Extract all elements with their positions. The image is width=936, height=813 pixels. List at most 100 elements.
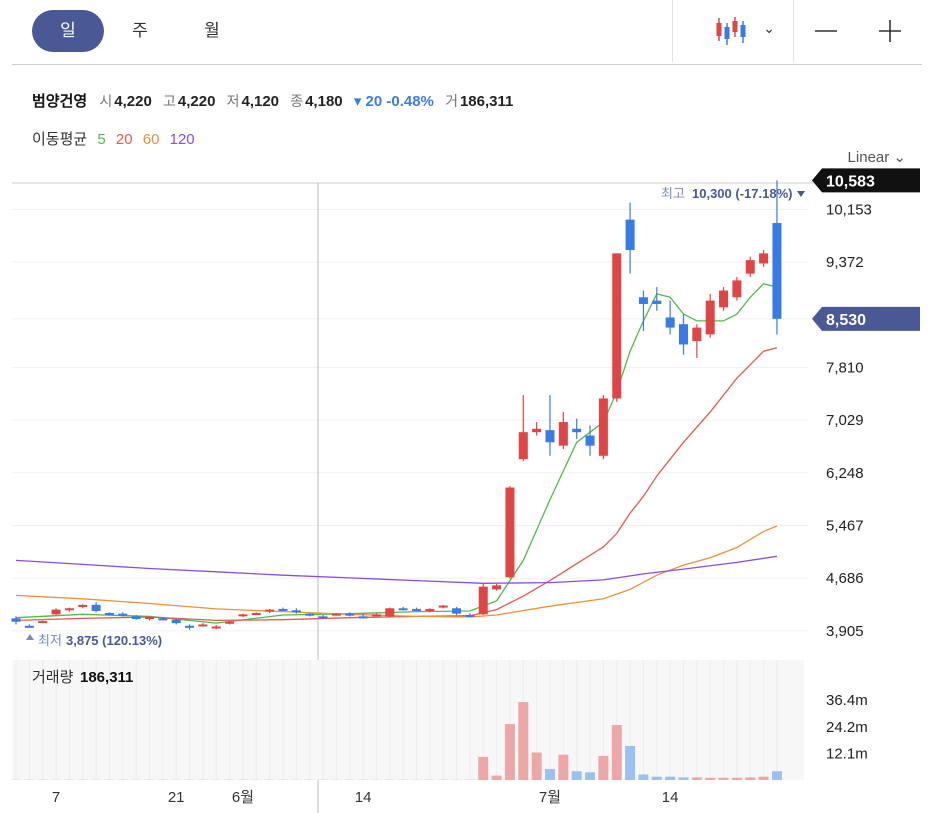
candle-body (158, 618, 168, 621)
price-tag (812, 306, 920, 331)
close-label: 종 (290, 93, 304, 109)
volume-bar (625, 745, 636, 780)
candle-body (118, 613, 128, 616)
x-tick-label: 14 (662, 789, 679, 806)
low-marker-label: 최저 (38, 633, 62, 648)
volume-bar (758, 776, 769, 780)
candle-body (732, 280, 742, 298)
volume-bar (678, 777, 689, 780)
low-marker-value: 3,875 (120.13%) (66, 633, 162, 648)
ma-60-line (15, 525, 778, 618)
candle-body (705, 300, 715, 335)
volume-bar (531, 752, 542, 780)
x-tick-label: 7월 (539, 789, 561, 806)
volume-label: 거 (445, 93, 458, 109)
candle-body (171, 619, 181, 624)
x-tick-label: 21 (168, 789, 185, 806)
tab-day[interactable]: 일 (32, 10, 104, 52)
candle-body (78, 604, 88, 607)
volume-pane-background (12, 660, 804, 780)
ma-label: 이동평균 (32, 131, 88, 148)
candle-body (51, 609, 61, 615)
candle-body (104, 612, 114, 615)
candle-body (385, 608, 395, 617)
ma-120[interactable]: 120 (169, 131, 195, 148)
volume-bar (731, 777, 742, 780)
candle-body (452, 608, 462, 614)
ma-120-line (15, 555, 777, 584)
candle-body (371, 614, 381, 617)
open-value: 4,220 (114, 93, 152, 110)
candle-body (598, 398, 608, 456)
candle-body (265, 609, 275, 612)
y-tick-label: 7,810 (826, 359, 864, 376)
volume-bar (571, 771, 582, 780)
candle-body (345, 613, 355, 616)
high-label: 고 (162, 93, 176, 109)
y-tick-label: 5,467 (826, 517, 864, 534)
candle-body (278, 608, 288, 611)
candle-body (225, 621, 235, 624)
candle-body (64, 608, 74, 611)
volume-bar (638, 774, 649, 780)
candle-body (652, 300, 662, 304)
y-tick-label: 10,153 (826, 201, 872, 218)
candle-body (238, 614, 248, 617)
high-marker-label: 최고 (661, 186, 685, 201)
chart-toolbar: ⌄ (672, 0, 922, 62)
candle-body (585, 435, 595, 446)
low-label: 저 (226, 93, 240, 109)
low-value: 4,120 (241, 93, 280, 110)
y-tick-label: 4,686 (826, 570, 864, 587)
ma-5[interactable]: 5 (97, 131, 106, 148)
ma-20[interactable]: 20 (115, 131, 133, 148)
low-marker-arrow-icon (26, 634, 34, 640)
candle-body (532, 428, 542, 433)
candle-body (505, 487, 515, 578)
candle-body (558, 422, 568, 446)
chevron-down-icon: ⌄ (763, 20, 775, 36)
volume-bar (745, 777, 756, 780)
candle-body (318, 616, 328, 619)
candle-body (331, 613, 341, 616)
volume-bar (705, 777, 716, 780)
candle-body (679, 324, 688, 345)
zoom-in-button[interactable] (858, 0, 922, 62)
candle-body (745, 260, 755, 274)
close-value: 4,180 (305, 93, 343, 110)
candle-body (291, 610, 301, 613)
candle-body (545, 430, 555, 443)
x-tick-label: 14 (355, 789, 372, 806)
chart-type-selector[interactable]: ⌄ (672, 0, 794, 62)
scale-label: Linear (847, 149, 890, 166)
tab-week[interactable]: 주 (132, 21, 148, 40)
scale-selector[interactable]: Linear ⌄ (848, 148, 906, 166)
candle-body (572, 428, 582, 433)
volume-bar (491, 775, 502, 780)
candle-body (719, 290, 729, 308)
open-label: 시 (99, 93, 113, 109)
tab-month[interactable]: 월 (204, 21, 220, 40)
candle-body (438, 605, 448, 608)
quote-summary: 범양건영 시 4,220 고 4,220 저 4,120 종 4,180 ▾ 20 -0… (32, 90, 520, 111)
candle-body (24, 625, 34, 628)
volume-bar (504, 723, 515, 780)
y-tick-label: 7,029 (826, 412, 864, 429)
candle-body (412, 608, 421, 611)
ma-60[interactable]: 60 (142, 131, 160, 148)
volume-bar (651, 776, 662, 780)
candle-body (425, 608, 435, 611)
candle-body (91, 604, 101, 611)
candle-body (398, 608, 408, 611)
high-marker-value: 10,300 (-17.18%) (692, 186, 792, 201)
candle-body (478, 586, 488, 615)
volume-bar (665, 776, 676, 780)
minus-icon (815, 30, 837, 32)
zoom-out-button[interactable] (794, 0, 858, 62)
candle-body (251, 612, 261, 615)
volume-y-tick-label: 36.4m (826, 692, 868, 709)
volume-pane-value: 186,311 (80, 669, 133, 686)
moving-average-legend: 이동평균 5 20 60 120 (32, 128, 201, 149)
period-tabs: 일 주 월 (32, 10, 248, 52)
